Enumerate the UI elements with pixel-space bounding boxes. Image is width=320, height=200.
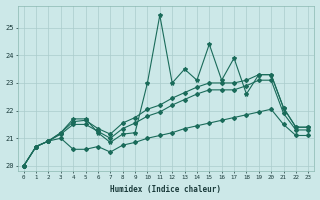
X-axis label: Humidex (Indice chaleur): Humidex (Indice chaleur) bbox=[110, 185, 221, 194]
